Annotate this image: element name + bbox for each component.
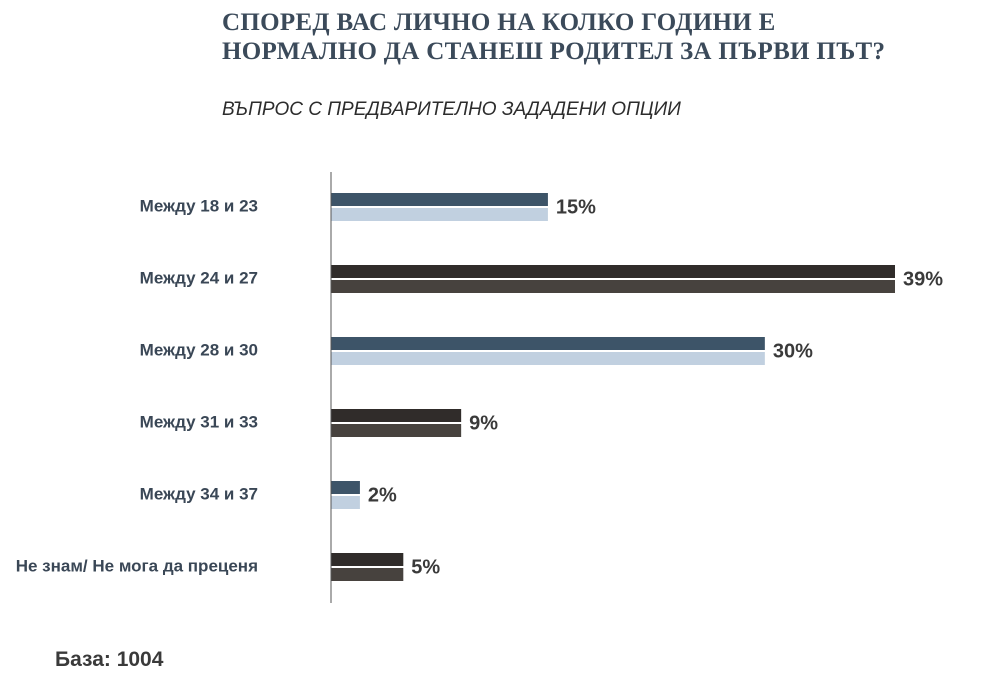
bar-top xyxy=(331,265,895,278)
value-label: 2% xyxy=(368,484,397,506)
chart-title: СПОРЕД ВАС ЛИЧНО НА КОЛКО ГОДИНИ Е НОРМА… xyxy=(222,9,886,65)
bar-top xyxy=(331,193,548,206)
bar-bottom xyxy=(331,352,765,365)
base-size-note: База: 1004 xyxy=(55,648,164,671)
bar-top xyxy=(331,337,765,350)
bar-bottom xyxy=(331,280,895,293)
value-label: 15% xyxy=(556,196,596,218)
bar-divider xyxy=(331,350,765,352)
value-label: 39% xyxy=(903,268,943,290)
bar-top xyxy=(331,481,360,494)
bar-divider xyxy=(331,566,404,568)
category-label: Между 24 и 27 xyxy=(140,268,258,287)
bar-top xyxy=(331,553,404,566)
bar-bottom xyxy=(331,208,548,221)
value-label: 9% xyxy=(469,412,498,434)
category-label: Между 31 и 33 xyxy=(140,412,258,431)
bar-divider xyxy=(331,422,462,424)
category-label: Между 18 и 23 xyxy=(140,196,258,215)
bar-bottom xyxy=(331,496,360,509)
chart-subtitle: ВЪПРОС С ПРЕДВАРИТЕЛНО ЗАДАДЕНИ ОПЦИИ xyxy=(222,99,681,120)
value-label: 5% xyxy=(411,556,440,578)
bar-bottom xyxy=(331,424,462,437)
bar-divider xyxy=(331,206,548,208)
category-label: Не знам/ Не мога да преценя xyxy=(16,556,258,575)
bar-divider xyxy=(331,278,895,280)
bar-top xyxy=(331,409,462,422)
bar-bottom xyxy=(331,568,404,581)
value-label: 30% xyxy=(773,340,813,362)
category-label: Между 28 и 30 xyxy=(140,340,258,359)
category-label: Между 34 и 37 xyxy=(140,484,258,503)
bar-divider xyxy=(331,494,360,496)
